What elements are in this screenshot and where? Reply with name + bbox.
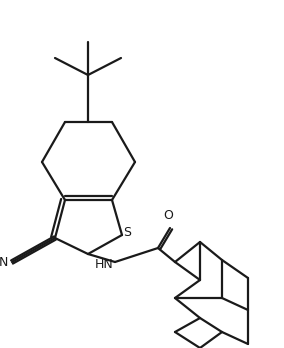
Text: S: S bbox=[123, 227, 131, 239]
Text: HN: HN bbox=[94, 258, 113, 270]
Text: O: O bbox=[163, 209, 173, 222]
Text: N: N bbox=[0, 255, 8, 269]
